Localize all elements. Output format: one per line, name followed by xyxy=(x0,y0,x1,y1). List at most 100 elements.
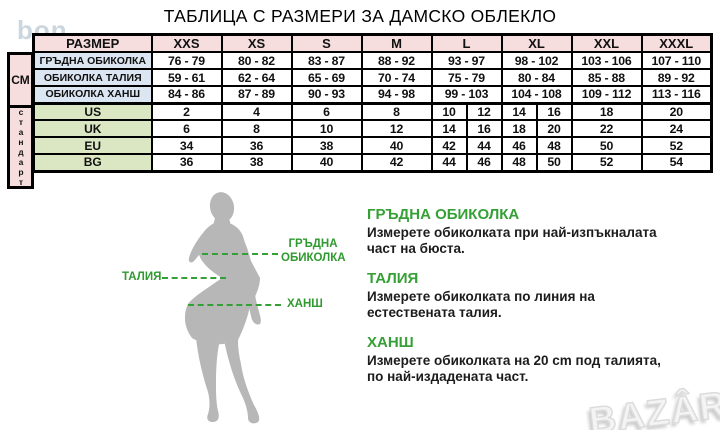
size-value-cell: 59 - 61 xyxy=(150,68,223,87)
size-value-cell: 52 xyxy=(570,153,643,172)
size-value-cell: 6 xyxy=(290,101,363,121)
size-value-cell: 104 - 108 xyxy=(500,85,573,104)
bust-label-line1: ГРЪДНА xyxy=(288,238,338,250)
size-value-cell: 83 - 87 xyxy=(290,51,363,70)
size-value-cell: 12 xyxy=(465,101,503,121)
size-value-cell: 54 xyxy=(640,153,713,172)
size-value-cell: 94 - 98 xyxy=(360,85,433,104)
instruction-hip-text-line1: Измерете обиколката на 20 cm под талията… xyxy=(367,353,661,368)
table-row-eu: EU 34 36 38 40 42 44 46 48 50 52 xyxy=(32,136,713,155)
size-value-cell: 6 xyxy=(150,119,223,138)
size-value-cell: 14 xyxy=(500,101,538,121)
measure-label: ОБИКОЛКА ХАНШ xyxy=(32,85,153,104)
instruction-hip: ХАНШ Измерете обиколката на 20 cm под та… xyxy=(367,334,712,384)
waist-measure-line xyxy=(162,277,226,279)
instruction-waist: ТАЛИЯ Измерете обиколката по линия на ес… xyxy=(367,270,712,320)
size-value-cell: 50 xyxy=(535,153,573,172)
standard-label: UK xyxy=(32,119,153,138)
measure-label: ГРЪДНА ОБИКОЛКА xyxy=(32,51,153,70)
bust-diagram-label: ГРЪДНА ОБИКОЛКА xyxy=(281,238,346,265)
size-header-xxs: XXS xyxy=(150,33,223,53)
size-value-cell: 103 - 106 xyxy=(570,51,643,70)
size-header-m: M xyxy=(360,33,433,53)
size-value-cell: 52 xyxy=(640,136,713,155)
standard-label: US xyxy=(32,101,153,121)
size-header-xl: XL xyxy=(500,33,573,53)
instruction-waist-heading: ТАЛИЯ xyxy=(367,270,419,287)
size-value-cell: 38 xyxy=(290,136,363,155)
instruction-bust-text-line2: част на бюста. xyxy=(367,240,465,256)
size-value-cell: 8 xyxy=(360,101,433,121)
standard-section-text: стандарт xyxy=(16,107,26,187)
size-value-cell: 75 - 79 xyxy=(430,68,503,87)
size-value-cell: 22 xyxy=(570,119,643,138)
size-value-cell: 46 xyxy=(500,136,538,155)
size-value-cell: 18 xyxy=(570,101,643,121)
size-value-cell: 34 xyxy=(150,136,223,155)
bust-measure-line xyxy=(202,253,278,255)
table-row-us: US 2 4 6 8 10 12 14 16 18 20 xyxy=(32,101,713,121)
size-value-cell: 107 - 110 xyxy=(640,51,713,70)
size-value-cell: 20 xyxy=(535,119,573,138)
size-value-cell: 38 xyxy=(220,153,293,172)
instruction-bust-text-line1: Измерете обиколката при най-изпъкналата xyxy=(367,225,657,240)
cm-section-text: СМ xyxy=(11,73,30,87)
table-row-uk: UK 6 8 10 12 14 16 18 20 22 24 xyxy=(32,119,713,138)
instruction-bust-heading: ГРЪДНА ОБИКОЛКА xyxy=(367,206,520,223)
size-value-cell: 36 xyxy=(220,136,293,155)
size-value-cell: 84 - 86 xyxy=(150,85,223,104)
size-value-cell: 12 xyxy=(360,119,433,138)
size-value-cell: 48 xyxy=(500,153,538,172)
size-value-cell: 65 - 69 xyxy=(290,68,363,87)
size-value-cell: 18 xyxy=(500,119,538,138)
size-header-l: L xyxy=(430,33,503,53)
standard-label: BG xyxy=(32,153,153,172)
size-header-xs: XS xyxy=(220,33,293,53)
size-value-cell: 99 - 103 xyxy=(430,85,503,104)
size-value-cell: 98 - 102 xyxy=(500,51,573,70)
size-value-cell: 85 - 88 xyxy=(570,68,643,87)
size-value-cell: 70 - 74 xyxy=(360,68,433,87)
instruction-waist-text-line2: естествената талия. xyxy=(367,304,502,320)
cm-section-label: СМ xyxy=(7,52,34,108)
hip-diagram-label: ХАНШ xyxy=(287,298,323,310)
instruction-bust: ГРЪДНА ОБИКОЛКА Измерете обиколката при … xyxy=(367,206,712,256)
size-table: РАЗМЕР XXS XS S M L XL XXL XXXL ГРЪДНА О… xyxy=(32,33,713,173)
woman-silhouette xyxy=(184,192,261,424)
hip-measure-line xyxy=(188,304,281,306)
size-value-cell: 16 xyxy=(465,119,503,138)
standard-section-label: стандарт xyxy=(7,105,34,189)
size-value-cell: 93 - 97 xyxy=(430,51,503,70)
size-header-xxl: XXL xyxy=(570,33,643,53)
instruction-hip-text-line2: по най-издадената част. xyxy=(367,368,529,384)
table-row-bg: BG 36 38 40 42 44 46 48 50 52 54 xyxy=(32,153,713,172)
waist-diagram-label: ТАЛИЯ xyxy=(122,271,162,283)
size-value-cell: 89 - 92 xyxy=(640,68,713,87)
page-title: ТАБЛИЦА С РАЗМЕРИ ЗА ДАМСКО ОБЛЕКЛО xyxy=(163,6,557,26)
standard-label: EU xyxy=(32,136,153,155)
size-value-cell: 87 - 89 xyxy=(220,85,293,104)
table-row-waist: ОБИКОЛКА ТАЛИЯ 59 - 61 62 - 64 65 - 69 7… xyxy=(32,68,713,87)
size-value-cell: 113 - 116 xyxy=(640,85,713,104)
size-value-cell: 24 xyxy=(640,119,713,138)
size-header-xxxl: XXXL xyxy=(640,33,713,53)
size-value-cell: 44 xyxy=(430,153,468,172)
size-value-cell: 2 xyxy=(150,101,223,121)
instruction-hip-heading: ХАНШ xyxy=(367,334,414,351)
size-value-cell: 42 xyxy=(430,136,468,155)
size-value-cell: 40 xyxy=(360,136,433,155)
table-row-bust: ГРЪДНА ОБИКОЛКА 76 - 79 80 - 82 83 - 87 … xyxy=(32,51,713,70)
size-value-cell: 8 xyxy=(220,119,293,138)
size-value-cell: 62 - 64 xyxy=(220,68,293,87)
size-value-cell: 14 xyxy=(430,119,468,138)
size-value-cell: 10 xyxy=(430,101,468,121)
instruction-waist-text-line1: Измерете обиколката по линия на xyxy=(367,289,595,304)
measuring-instructions: ГРЪДНА ОБИКОЛКА Измерете обиколката при … xyxy=(367,206,712,398)
bust-label-line2: ОБИКОЛКА xyxy=(281,251,346,264)
size-value-cell: 48 xyxy=(535,136,573,155)
size-value-cell: 4 xyxy=(220,101,293,121)
table-header-row: РАЗМЕР XXS XS S M L XL XXL XXXL xyxy=(32,33,713,53)
size-header-corner: РАЗМЕР xyxy=(32,33,153,53)
measure-label: ОБИКОЛКА ТАЛИЯ xyxy=(32,68,153,87)
